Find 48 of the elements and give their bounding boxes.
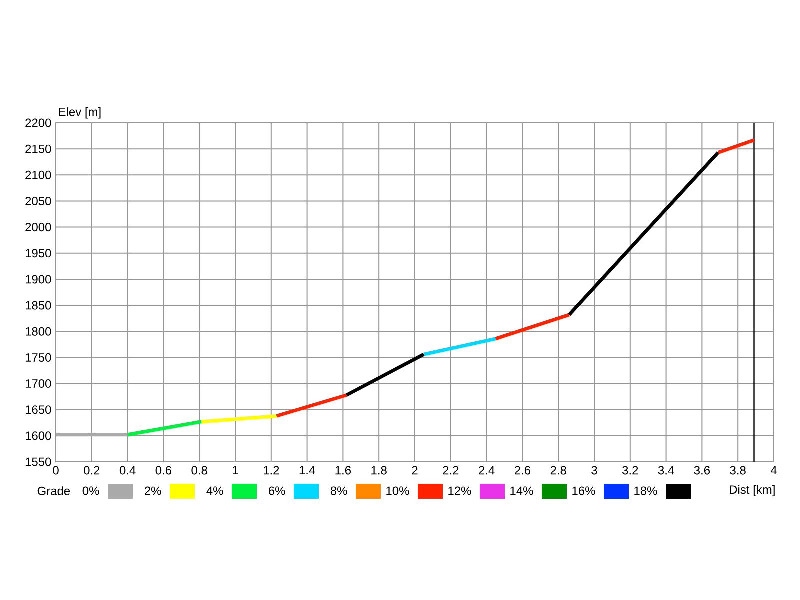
x-tick-label: 1.8	[372, 466, 387, 475]
x-tick-label: 1.4	[300, 466, 316, 475]
legend-label: 12%	[448, 486, 472, 496]
x-tick-label: 2.2	[443, 466, 459, 475]
y-tick-label: 2200	[26, 118, 52, 128]
x-tick-label: 2	[412, 466, 418, 475]
legend-label: 0%	[82, 486, 100, 496]
x-tick-label: 1.2	[264, 466, 280, 475]
x-tick-label: 2.4	[479, 466, 495, 475]
x-tick-label: 3.8	[730, 466, 746, 475]
x-tick-label: 3.4	[658, 466, 674, 475]
legend-label: 16%	[572, 486, 596, 496]
legend-title: Grade	[38, 486, 70, 496]
y-tick-label: 1700	[26, 380, 52, 388]
x-tick-label: 1.6	[336, 466, 352, 475]
legend-label: 8%	[330, 486, 348, 496]
y-tick-label: 1600	[26, 432, 52, 440]
y-axis-title: Elev [m]	[59, 108, 101, 119]
x-tick-label: 2.8	[550, 466, 566, 475]
x-tick-label: 0	[53, 466, 59, 475]
y-tick-label: 1550	[26, 458, 52, 466]
x-tick-label: 1	[233, 466, 238, 475]
y-tick-label: 1900	[26, 275, 52, 284]
y-tick-label: 2000	[26, 223, 52, 232]
y-tick-label: 1950	[26, 249, 52, 258]
legend-label: 2%	[144, 486, 162, 496]
y-tick-label: 2150	[26, 144, 52, 154]
legend-label: 6%	[269, 486, 286, 496]
y-tick-label: 1850	[26, 301, 52, 310]
y-tick-label: 1800	[26, 327, 52, 336]
legend-label: 10%	[386, 486, 410, 496]
x-tick-label: 4	[770, 466, 777, 475]
x-tick-label: 0.2	[84, 466, 100, 475]
x-axis-title: Dist [km]	[730, 485, 775, 496]
y-tick-label: 1750	[26, 353, 52, 362]
x-tick-label: 0.8	[192, 466, 208, 475]
legend-label: 4%	[206, 486, 224, 496]
x-tick-label: 3.2	[622, 466, 638, 475]
x-tick-label: 0.6	[156, 466, 172, 475]
y-tick-label: 2050	[26, 196, 52, 206]
legend-label: 18%	[634, 486, 658, 496]
x-tick-label: 3.6	[694, 466, 710, 475]
legend-label: 14%	[510, 486, 534, 496]
x-tick-label: 2.6	[514, 466, 531, 475]
x-tick-label: 3	[592, 466, 598, 475]
y-tick-label: 1650	[26, 406, 52, 414]
x-tick-label: 0.4	[120, 466, 136, 475]
y-tick-label: 2100	[26, 170, 52, 180]
